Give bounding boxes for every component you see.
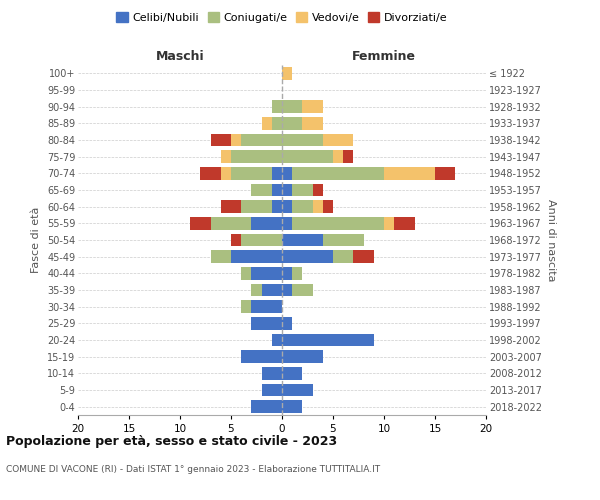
Bar [292, 200, 313, 213]
Bar [282, 67, 292, 80]
Bar [292, 267, 302, 280]
Bar [323, 234, 364, 246]
Bar [394, 217, 415, 230]
Bar [292, 217, 384, 230]
Bar [282, 167, 292, 179]
Bar [384, 167, 435, 179]
Bar [353, 250, 374, 263]
Bar [282, 217, 292, 230]
Bar [292, 167, 384, 179]
Bar [251, 267, 282, 280]
Text: Popolazione per età, sesso e stato civile - 2023: Popolazione per età, sesso e stato civil… [6, 435, 337, 448]
Bar [282, 267, 292, 280]
Bar [262, 284, 282, 296]
Bar [282, 367, 302, 380]
Text: Femmine: Femmine [352, 50, 416, 62]
Bar [292, 184, 313, 196]
Bar [323, 200, 333, 213]
Bar [272, 117, 282, 130]
Bar [221, 200, 241, 213]
Bar [313, 200, 323, 213]
Bar [343, 150, 353, 163]
Bar [241, 200, 272, 213]
Bar [231, 250, 282, 263]
Bar [282, 184, 292, 196]
Bar [282, 384, 313, 396]
Bar [302, 117, 323, 130]
Bar [282, 284, 292, 296]
Bar [282, 117, 302, 130]
Bar [251, 184, 272, 196]
Bar [241, 234, 282, 246]
Bar [211, 134, 231, 146]
Bar [190, 217, 211, 230]
Bar [282, 150, 333, 163]
Bar [241, 350, 282, 363]
Bar [333, 250, 353, 263]
Bar [262, 384, 282, 396]
Bar [251, 300, 282, 313]
Bar [384, 217, 394, 230]
Bar [282, 134, 323, 146]
Bar [231, 134, 241, 146]
Bar [231, 150, 282, 163]
Bar [302, 100, 323, 113]
Bar [211, 250, 231, 263]
Bar [231, 167, 272, 179]
Bar [323, 134, 353, 146]
Bar [251, 217, 282, 230]
Bar [313, 184, 323, 196]
Bar [333, 150, 343, 163]
Text: Maschi: Maschi [155, 50, 205, 62]
Bar [282, 234, 323, 246]
Bar [282, 350, 323, 363]
Bar [282, 250, 333, 263]
Bar [272, 334, 282, 346]
Bar [200, 167, 221, 179]
Bar [221, 150, 231, 163]
Bar [272, 100, 282, 113]
Bar [272, 200, 282, 213]
Bar [272, 184, 282, 196]
Legend: Celibi/Nubili, Coniugati/e, Vedovi/e, Divorziati/e: Celibi/Nubili, Coniugati/e, Vedovi/e, Di… [112, 8, 452, 28]
Y-axis label: Anni di nascita: Anni di nascita [545, 198, 556, 281]
Bar [251, 317, 282, 330]
Bar [272, 167, 282, 179]
Bar [251, 284, 262, 296]
Bar [282, 100, 302, 113]
Y-axis label: Fasce di età: Fasce di età [31, 207, 41, 273]
Bar [221, 167, 231, 179]
Bar [282, 200, 292, 213]
Bar [282, 334, 374, 346]
Bar [231, 234, 241, 246]
Bar [262, 367, 282, 380]
Bar [262, 117, 272, 130]
Bar [211, 217, 251, 230]
Bar [251, 400, 282, 413]
Bar [241, 300, 251, 313]
Text: COMUNE DI VACONE (RI) - Dati ISTAT 1° gennaio 2023 - Elaborazione TUTTITALIA.IT: COMUNE DI VACONE (RI) - Dati ISTAT 1° ge… [6, 465, 380, 474]
Bar [292, 284, 313, 296]
Bar [241, 134, 282, 146]
Bar [435, 167, 455, 179]
Bar [241, 267, 251, 280]
Bar [282, 317, 292, 330]
Bar [282, 400, 302, 413]
